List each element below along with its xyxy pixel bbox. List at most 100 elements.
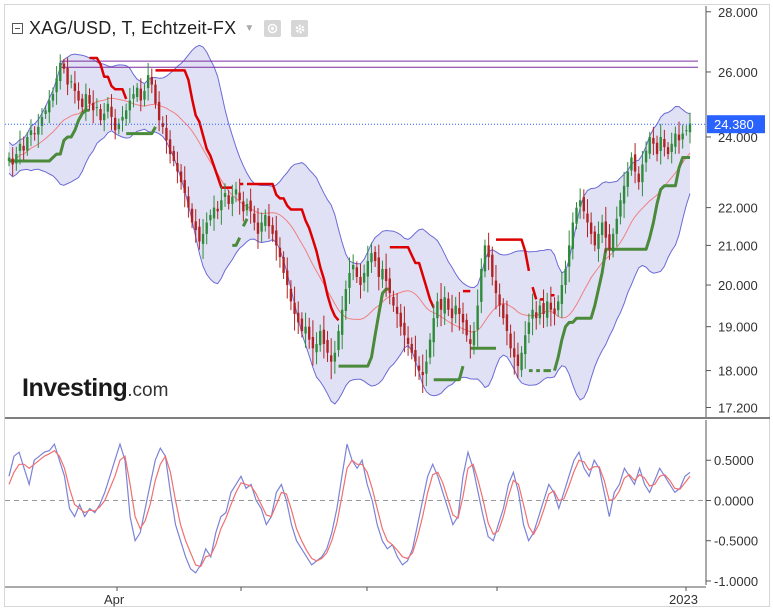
candle-body	[461, 313, 465, 323]
price-tick-label: 17.200	[718, 401, 758, 416]
candle-body	[582, 196, 586, 212]
bollinger-mid-line	[8, 97, 691, 333]
candle-body	[264, 215, 267, 226]
candle-body	[414, 350, 417, 362]
candle-body	[384, 268, 388, 281]
candle-body	[663, 138, 666, 148]
price-tick-label: 20.000	[718, 278, 758, 293]
candle-body	[223, 192, 227, 197]
candle-body	[18, 143, 22, 151]
candle-body	[26, 136, 29, 151]
indicator-tick-label: -0.5000	[714, 534, 758, 549]
candle-body	[319, 330, 322, 346]
candle-body	[428, 339, 432, 358]
candle-body	[538, 305, 542, 319]
candle-body	[513, 348, 516, 358]
candle-body	[564, 268, 567, 286]
candle-body	[480, 268, 483, 302]
candle-body	[520, 352, 523, 371]
candle-body	[469, 339, 472, 344]
candle-body	[655, 142, 659, 155]
candle-body	[447, 298, 450, 310]
candle-body	[308, 326, 311, 340]
candle-body	[187, 196, 190, 208]
candle-body	[29, 130, 33, 135]
candle-body	[553, 308, 556, 314]
candle-body	[483, 245, 487, 272]
candle-body	[644, 150, 648, 163]
candle-body	[238, 192, 241, 201]
candle-body	[297, 312, 300, 323]
gear-icon[interactable]	[291, 20, 309, 37]
candle-body	[62, 63, 66, 69]
candle-body	[40, 116, 44, 126]
candle-body	[622, 185, 626, 204]
candle-body	[681, 133, 684, 140]
candle-body	[560, 285, 564, 304]
candle-body	[593, 231, 596, 246]
trailing-stop-green-line	[9, 108, 690, 382]
candle-body	[373, 252, 377, 262]
indicator-tick-label: 0.5000	[714, 453, 754, 468]
minus-square-icon[interactable]	[12, 23, 23, 34]
candle-body	[406, 337, 410, 344]
candle-body	[586, 213, 589, 223]
bollinger-band-fill	[9, 45, 690, 404]
candle-body	[395, 306, 399, 314]
candle-body	[322, 329, 326, 344]
candle-body	[249, 200, 252, 212]
indicator-pane[interactable]	[5, 442, 706, 574]
candle-body	[73, 83, 77, 91]
caret-down-icon[interactable]: ▼	[244, 23, 255, 34]
candle-body	[51, 94, 55, 101]
candle-body	[472, 330, 476, 346]
candle-body	[70, 81, 73, 83]
candle-body	[487, 245, 490, 258]
candle-body	[282, 257, 285, 273]
candle-body	[66, 67, 69, 85]
price-pane[interactable]	[5, 44, 706, 405]
candle-body	[567, 245, 571, 267]
candle-body	[95, 107, 99, 109]
candle-body	[278, 247, 282, 258]
candle-body	[546, 301, 549, 318]
candle-body	[630, 157, 633, 171]
eye-icon[interactable]	[264, 20, 282, 37]
candle-body	[84, 94, 88, 111]
candle-body	[198, 226, 201, 242]
candle-body	[293, 302, 296, 314]
candle-body	[410, 343, 413, 353]
candle-body	[348, 272, 351, 288]
candle-body	[209, 215, 212, 221]
candle-body	[300, 318, 304, 331]
candle-body	[88, 95, 91, 104]
candle-body	[103, 113, 106, 121]
candle-body	[37, 126, 40, 135]
candle-body	[436, 301, 439, 319]
candle-body	[143, 90, 146, 100]
candle-body	[677, 134, 681, 141]
candle-body	[289, 288, 293, 302]
candle-body	[110, 106, 113, 117]
candle-body	[135, 87, 139, 98]
candle-body	[172, 150, 175, 162]
candle-body	[179, 171, 183, 183]
bollinger-lower-line	[8, 128, 691, 405]
axes: 28.000 26.000 24.000 22.000 21.000 20.000 19.0…	[5, 5, 765, 607]
candle-body	[201, 233, 205, 244]
chart-header: XAG/USD, T, Echtzeit-FX ▼	[12, 18, 309, 39]
candle-body	[267, 216, 271, 227]
candle-body	[113, 117, 117, 131]
candle-body	[454, 305, 457, 315]
candle-body	[388, 278, 391, 294]
candle-body	[48, 100, 51, 113]
price-tick-label: 28.000	[718, 5, 758, 20]
candle-body	[132, 94, 135, 99]
candle-body	[157, 101, 161, 121]
last-price-tag	[707, 115, 765, 134]
candle-body	[333, 352, 337, 362]
candle-body	[674, 133, 677, 147]
candle-body	[597, 233, 600, 249]
candle-body	[337, 330, 340, 351]
candle-body	[417, 365, 421, 371]
